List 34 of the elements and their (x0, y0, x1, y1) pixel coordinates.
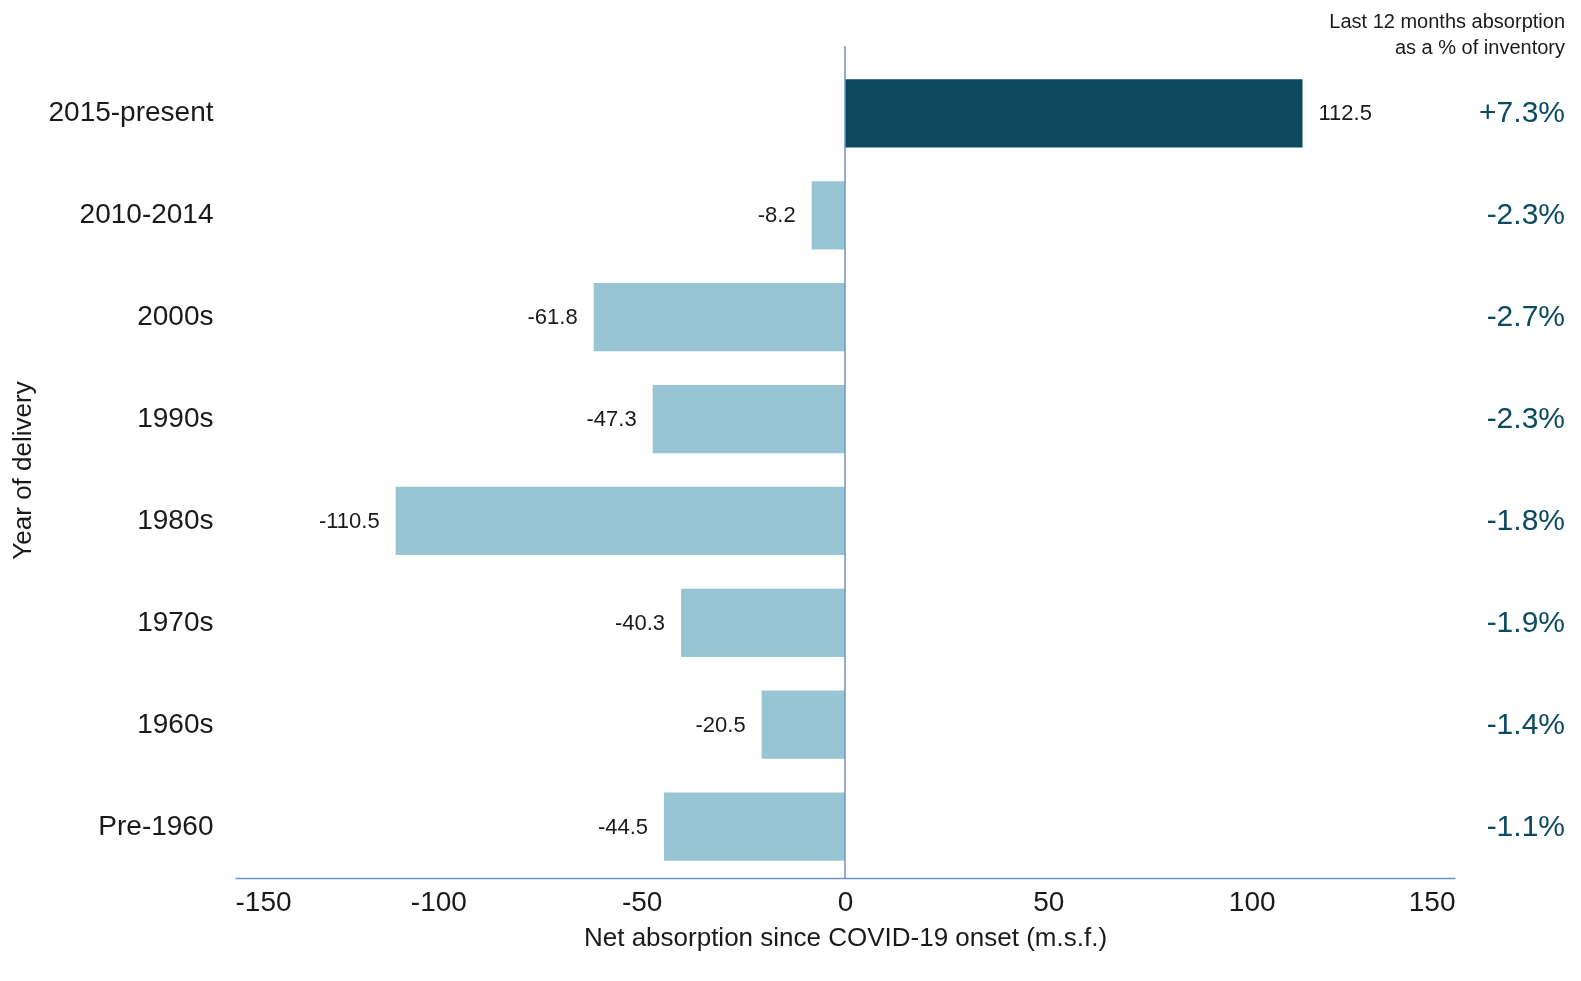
x-tick-label: -150 (235, 885, 292, 917)
annotation: Last 12 months absorption as a % of inventory (1329, 10, 1565, 58)
text: -1.9% (1486, 604, 1565, 638)
data-label: -40.3 (614, 609, 666, 635)
x-tick-label: 50 (1033, 885, 1065, 917)
text: +7.3% (1479, 95, 1565, 129)
y-tick-label: 1980s (137, 503, 214, 535)
data-label: -44.5 (597, 813, 649, 839)
y-axis-title: Year of delivery (7, 381, 38, 560)
data-label: -20.5 (695, 711, 746, 737)
text: -1.1% (1486, 808, 1565, 842)
text: -2.3% (1486, 197, 1565, 231)
text: -2.3% (1486, 401, 1565, 435)
data-label: 112.5 (1318, 100, 1372, 126)
data-label: -47.3 (586, 406, 637, 432)
x-tick-label: 150 (1408, 885, 1456, 917)
x-axis-title: Net absorption since COVID-19 onset (m.s.f.) (583, 921, 1108, 952)
text: -1.4% (1486, 706, 1565, 740)
y-tick-label: Pre-1960 (98, 809, 214, 841)
text: -2.7% (1486, 299, 1565, 333)
data-label: -110.5 (318, 507, 380, 533)
y-tick-label: 1970s (137, 605, 214, 637)
x-tick-label: 0 (837, 885, 854, 917)
y-tick-label: 1990s (137, 402, 214, 434)
x-tick-label: -50 (621, 885, 663, 917)
data-label: -8.2 (757, 202, 796, 228)
x-tick-label: -100 (410, 885, 467, 917)
text: -1.8% (1486, 502, 1565, 536)
y-tick-label: 1960s (137, 707, 214, 739)
y-tick-label: 2010-2014 (79, 198, 214, 230)
data-label: -61.8 (527, 304, 578, 330)
y-tick-label: 2015-present (48, 96, 214, 128)
y-tick-label: 2000s (137, 300, 214, 332)
x-tick-label: 100 (1228, 885, 1276, 917)
